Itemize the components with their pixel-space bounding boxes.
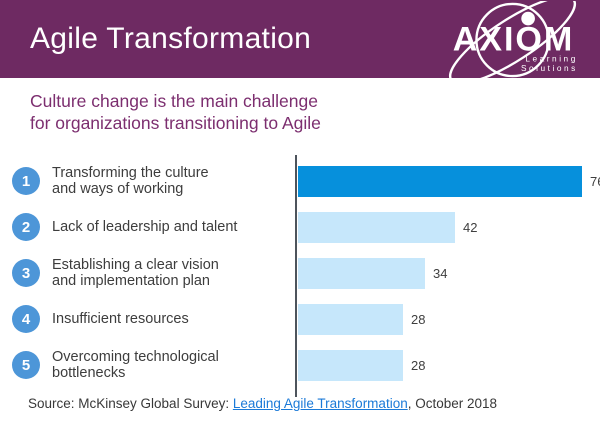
rank-number: 4 [21, 310, 31, 328]
category-label: Insufficient resources [52, 311, 189, 327]
category-label: Overcoming technological bottlenecks [52, 349, 219, 381]
value-label: 42 [463, 219, 478, 235]
logo-orbit-icon [449, 1, 577, 79]
chart-row: 4 Insufficient resources 28 [0, 303, 600, 335]
rank-badge: 2 [12, 213, 40, 241]
bar-track: 28 [298, 349, 425, 381]
rank-number: 3 [21, 264, 31, 282]
axis-line [295, 155, 297, 397]
bar-track: 34 [298, 257, 447, 289]
rank-badge: 3 [12, 259, 40, 287]
chart-row: 5 Overcoming technological bottlenecks 2… [0, 349, 600, 381]
bar-track: 76 [298, 165, 600, 197]
bar-track: 42 [298, 211, 477, 243]
bar [298, 165, 582, 197]
value-label: 28 [411, 311, 426, 327]
slide-subtitle: Culture change is the main challenge for… [30, 91, 321, 133]
source-note: Source: McKinsey Global Survey: Leading … [28, 396, 497, 411]
axiom-logo-icon: AXIOM Learning Solutions [449, 1, 578, 79]
logo-tagline-line1: Learning [525, 54, 577, 63]
source-prefix: Source: McKinsey Global Survey: [28, 396, 233, 411]
bar [298, 257, 425, 289]
source-suffix: , October 2018 [407, 396, 498, 411]
header-band: Agile Transformation AXIOM Learning Solu… [0, 0, 600, 79]
logo-wordmark: AXIOM [453, 21, 575, 59]
category-label: Lack of leadership and talent [52, 219, 238, 235]
chart-row: 2 Lack of leadership and talent 42 [0, 211, 600, 243]
bar [298, 211, 455, 243]
logo-electron-dot-icon [521, 11, 535, 26]
bar [298, 303, 403, 335]
logo-tagline-line2: Solutions [521, 64, 578, 73]
page-title: Agile Transformation [30, 22, 312, 55]
rank-number: 2 [21, 218, 31, 236]
bar [298, 349, 403, 381]
chart-row: 1 Transforming the culture and ways of w… [0, 165, 600, 197]
category-label: Establishing a clear vision and implemen… [52, 257, 219, 289]
rank-number: 1 [21, 172, 31, 190]
chart-row: 3 Establishing a clear vision and implem… [0, 257, 600, 289]
rank-badge: 1 [12, 167, 40, 195]
source-link[interactable]: Leading Agile Transformation [232, 396, 408, 411]
bar-track: 28 [298, 303, 425, 335]
category-label: Transforming the culture and ways of wor… [52, 165, 209, 197]
value-label: 34 [433, 265, 448, 281]
value-label: 28 [411, 357, 426, 373]
rank-number: 5 [21, 356, 31, 374]
rank-badge: 5 [12, 351, 40, 379]
rank-badge: 4 [12, 305, 40, 333]
value-label: 76 [590, 173, 600, 189]
